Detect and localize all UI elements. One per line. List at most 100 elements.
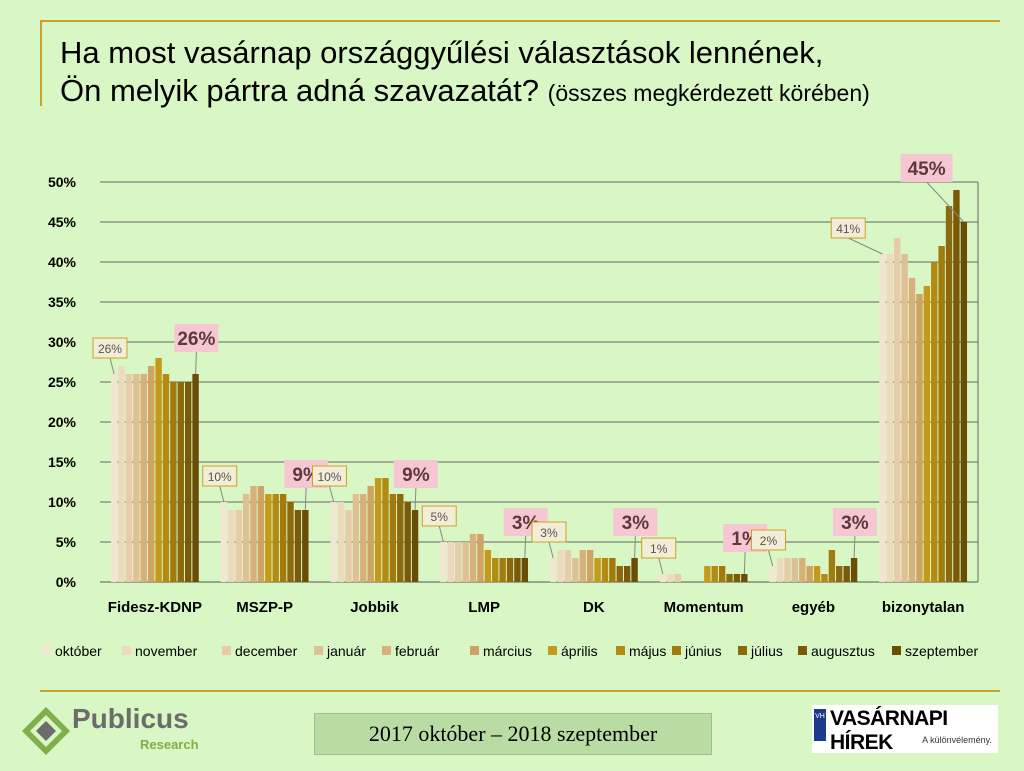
bar [184, 382, 192, 582]
data-label-box [750, 529, 786, 551]
bar [447, 542, 455, 582]
bar [850, 558, 858, 582]
label-leader-line [219, 485, 225, 503]
x-tick-label: bizonytalan [882, 599, 965, 616]
bar [791, 558, 799, 582]
x-tick-label: MSZP-P [236, 599, 293, 616]
bar [360, 494, 367, 582]
bar [836, 566, 843, 582]
legend-label: június [684, 643, 722, 659]
label-leader-line [634, 535, 636, 559]
data-label-box [830, 217, 866, 239]
data-label: 9% [402, 465, 430, 486]
bar [440, 542, 447, 582]
legend-label: július [750, 643, 783, 659]
bar [631, 558, 638, 582]
bar [667, 574, 674, 582]
bar [250, 486, 257, 582]
y-tick-label: 20% [48, 414, 77, 430]
title-note: (összes megkérdezett körében) [547, 80, 870, 106]
data-label: 3% [841, 513, 869, 534]
bar [455, 542, 462, 582]
bar [484, 550, 492, 582]
bar [477, 534, 484, 582]
bar [659, 574, 667, 582]
data-label: 5% [431, 510, 449, 524]
bar [601, 558, 609, 582]
label-leader-line [658, 557, 664, 575]
bar [279, 494, 287, 582]
label-leader-line [109, 357, 115, 375]
legend-label: március [483, 643, 532, 659]
bar [162, 374, 170, 582]
bar [382, 478, 389, 582]
bar [953, 190, 960, 582]
label-leader-line [328, 485, 335, 503]
publicus-name: Publicus [72, 703, 189, 734]
x-tick-label: Momentum [664, 599, 744, 616]
bar [733, 574, 741, 582]
bar [492, 558, 499, 582]
label-leader-line [195, 351, 197, 375]
bar [843, 566, 850, 582]
vh-badge: VH [814, 709, 826, 741]
bar [579, 550, 586, 582]
data-label: 26% [98, 342, 122, 356]
bar [711, 566, 718, 582]
bar [242, 494, 250, 582]
bar [879, 254, 886, 582]
label-leader-line [524, 535, 527, 559]
bar [726, 574, 733, 582]
bar [345, 510, 352, 582]
bar [220, 502, 228, 582]
bar [945, 206, 953, 582]
y-tick-label: 25% [48, 374, 77, 390]
label-leader-line [414, 487, 417, 511]
y-tick-label: 45% [48, 214, 77, 230]
legend-label: szeptember [905, 643, 978, 659]
bar [960, 222, 968, 582]
data-label: 26% [177, 329, 215, 350]
bar [741, 574, 748, 582]
bar [228, 510, 235, 582]
bar [828, 550, 836, 582]
bar [118, 366, 125, 582]
bar [462, 542, 469, 582]
y-tick-label: 30% [48, 334, 77, 350]
publicus-research: Research [140, 737, 199, 752]
chart-title: Ha most vasárnap országgyűlési választás… [60, 34, 1010, 112]
data-label-box [832, 508, 877, 536]
bar [469, 534, 477, 582]
data-label: 10% [208, 470, 232, 484]
bar [718, 566, 726, 582]
legend-label: október [55, 643, 102, 659]
bar [776, 558, 784, 582]
data-label-box [613, 508, 658, 536]
title-top-line [40, 20, 1000, 22]
bar [938, 246, 945, 582]
bar [908, 278, 916, 582]
bar [499, 558, 506, 582]
legend-swatch [738, 646, 747, 655]
x-tick-label: Fidesz-KDNP [108, 599, 202, 616]
label-leader-line [853, 535, 856, 559]
x-tick-label: DK [583, 599, 605, 616]
label-leader-line [767, 549, 774, 567]
legend-label: április [561, 643, 598, 659]
data-label-box [421, 505, 457, 527]
bar [140, 374, 147, 582]
bar [916, 294, 923, 582]
bar [397, 494, 404, 582]
y-tick-label: 40% [48, 254, 77, 270]
bar [821, 574, 828, 582]
data-label: 3% [622, 513, 650, 534]
bar [404, 502, 411, 582]
legend-swatch [222, 646, 231, 655]
y-tick-label: 35% [48, 294, 77, 310]
data-label-box [531, 521, 567, 543]
bar [287, 502, 294, 582]
label-leader-line [438, 525, 444, 543]
legend-label: augusztus [811, 643, 875, 659]
legend-label: május [629, 643, 666, 659]
y-tick-label: 15% [48, 454, 77, 470]
